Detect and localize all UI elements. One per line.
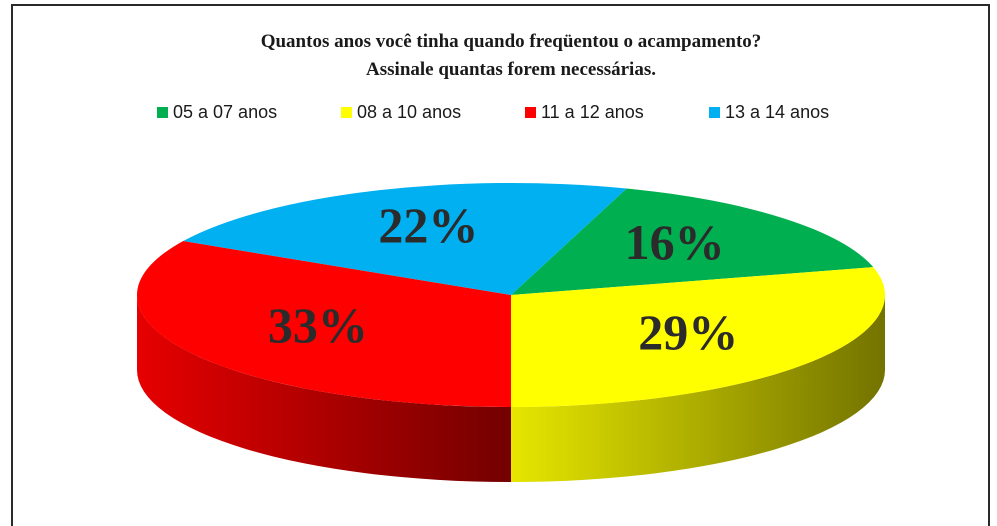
value-label: 22% — [378, 197, 478, 253]
legend-label: 11 a 12 anos — [541, 102, 644, 122]
legend-swatch — [157, 107, 168, 118]
legend-swatch — [709, 107, 720, 118]
pie-side — [511, 295, 885, 482]
chart-title: Quantos anos você tinha quando freqüento… — [261, 31, 762, 52]
legend-swatch — [341, 107, 352, 118]
pie-slice — [511, 267, 886, 407]
legend-label: 13 a 14 anos — [725, 102, 829, 122]
pie-slice — [511, 188, 874, 295]
value-label: 16% — [625, 214, 725, 270]
legend-label: 08 a 10 anos — [357, 102, 461, 122]
pie-slice — [183, 183, 627, 295]
pie-side — [137, 295, 511, 482]
pie-slice — [136, 241, 511, 408]
value-label: 33% — [268, 297, 368, 353]
chart-subtitle: Assinale quantas forem necessárias. — [366, 59, 656, 80]
value-label: 29% — [638, 304, 738, 360]
legend-swatch — [525, 107, 536, 118]
chart-frame — [11, 4, 990, 526]
legend-label: 05 a 07 anos — [173, 102, 277, 122]
